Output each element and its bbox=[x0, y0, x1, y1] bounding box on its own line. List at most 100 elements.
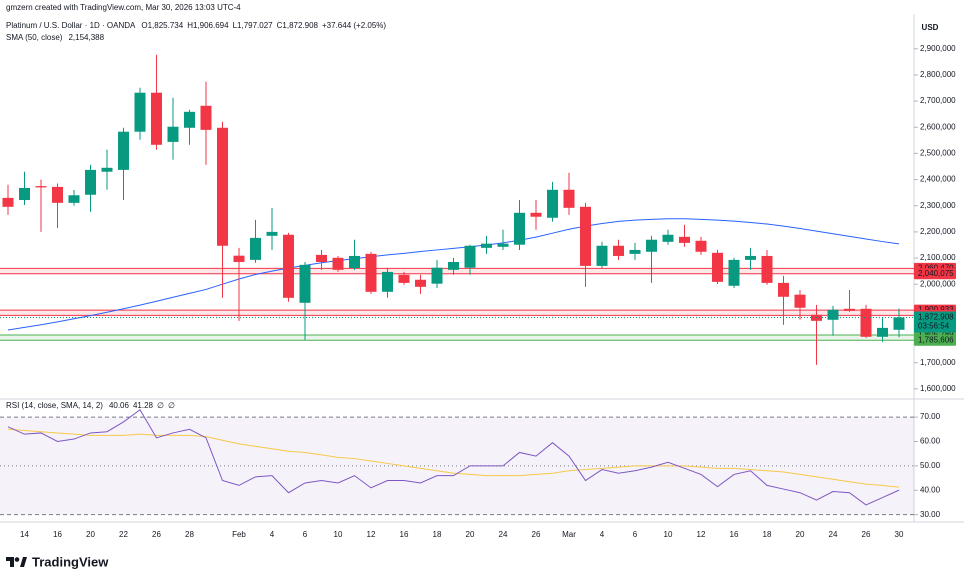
y-tick-label: 30.00 bbox=[920, 510, 941, 519]
candle-body bbox=[580, 206, 591, 266]
x-tick-label: Feb bbox=[232, 530, 246, 539]
candle-body bbox=[844, 308, 855, 311]
level-label: 2,060,470 bbox=[918, 263, 954, 272]
y-tick-label: 50.00 bbox=[920, 461, 941, 470]
last-price-box bbox=[914, 311, 956, 333]
candle-body bbox=[2, 197, 14, 207]
x-tick-label: 20 bbox=[86, 530, 95, 539]
candle-body bbox=[679, 236, 690, 243]
sma-line bbox=[7, 218, 900, 331]
x-tick-label: 28 bbox=[185, 530, 194, 539]
x-tick-label: 20 bbox=[796, 530, 805, 539]
x-tick-label: 12 bbox=[367, 530, 376, 539]
candle-body bbox=[596, 245, 608, 266]
candle-body bbox=[761, 255, 773, 283]
brand-logo: TradingView bbox=[6, 554, 109, 569]
candle-body bbox=[431, 267, 443, 284]
y-tick-label: 2,700,000 bbox=[920, 96, 956, 105]
x-tick-label: 16 bbox=[53, 530, 62, 539]
x-tick-label: 6 bbox=[303, 530, 308, 539]
level-label: 1,805,789 bbox=[918, 330, 954, 339]
y-tick-label: 2,800,000 bbox=[920, 70, 956, 79]
candle-body bbox=[547, 189, 558, 218]
x-tick-label: 30 bbox=[895, 530, 904, 539]
ohlc-value: 1,872.908 bbox=[282, 21, 318, 30]
candle-body bbox=[365, 253, 377, 292]
x-tick-label: 18 bbox=[763, 530, 772, 539]
candle-body bbox=[250, 237, 261, 260]
x-tick-label: 22 bbox=[119, 530, 128, 539]
candle-body bbox=[332, 257, 344, 270]
y-tick-label: 2,400,000 bbox=[920, 175, 956, 184]
candle-body bbox=[35, 186, 47, 188]
candle-body bbox=[398, 274, 410, 283]
y-tick-label: 1,600,000 bbox=[920, 384, 956, 393]
level-label: 2,040,075 bbox=[918, 269, 954, 278]
x-tick-label: Mar bbox=[562, 530, 576, 539]
x-tick-label: 26 bbox=[862, 530, 871, 539]
x-tick-label: 26 bbox=[152, 530, 161, 539]
last-price-label: 1,872,908 bbox=[918, 313, 954, 322]
countdown-label: 03:56:54 bbox=[918, 322, 950, 331]
candle-body bbox=[514, 212, 525, 245]
x-tick-label: 16 bbox=[730, 530, 739, 539]
candle-body bbox=[860, 308, 872, 337]
candle-body bbox=[85, 169, 96, 195]
candle-body bbox=[778, 282, 789, 297]
y-tick-label: 2,100,000 bbox=[920, 253, 956, 262]
candle-body bbox=[52, 186, 63, 203]
level-label-box bbox=[914, 334, 956, 346]
candle-body bbox=[118, 131, 129, 170]
candle-body bbox=[101, 167, 113, 172]
ohlc-value: 1,906.694 bbox=[193, 21, 229, 30]
symbol-title: Platinum / U.S. Dollar · 1D · OANDA bbox=[6, 21, 136, 30]
candle-body bbox=[629, 249, 641, 254]
candle-body bbox=[151, 92, 162, 145]
x-tick-label: 10 bbox=[334, 530, 343, 539]
x-tick-label: 20 bbox=[466, 530, 475, 539]
candle-body bbox=[200, 105, 212, 130]
candle-body bbox=[349, 255, 360, 268]
candle-body bbox=[19, 187, 30, 200]
x-tick-label: 10 bbox=[664, 530, 673, 539]
candle-body bbox=[712, 252, 723, 282]
candle-body bbox=[68, 195, 80, 203]
candle-body bbox=[893, 317, 905, 330]
level-label: 1,900,933 bbox=[918, 305, 954, 314]
candle-body bbox=[283, 234, 294, 298]
candle-body bbox=[745, 255, 756, 260]
x-tick-label: 16 bbox=[400, 530, 409, 539]
ohlc-key: H bbox=[187, 21, 193, 30]
candle-body bbox=[695, 240, 707, 252]
x-tick-label: 4 bbox=[600, 530, 605, 539]
candle-body bbox=[877, 327, 888, 337]
x-tick-label: 12 bbox=[697, 530, 706, 539]
indicator-value: 2,154,388 bbox=[68, 33, 104, 42]
level-zone bbox=[0, 268, 914, 274]
indicator-name: RSI (14, close, SMA, 14, 2) bbox=[6, 401, 103, 410]
candle-body bbox=[299, 264, 311, 303]
x-tick-label: 18 bbox=[433, 530, 442, 539]
candle-body bbox=[530, 212, 542, 217]
candle-body bbox=[497, 243, 509, 247]
candle-body bbox=[662, 234, 674, 242]
candle-body bbox=[266, 231, 278, 236]
candle-body bbox=[448, 261, 459, 270]
candle-body bbox=[794, 294, 806, 308]
candle-body bbox=[464, 245, 476, 268]
y-tick-label: 2,900,000 bbox=[920, 44, 956, 53]
y-tick-label: 70.00 bbox=[920, 412, 941, 421]
level-label: 1,785,606 bbox=[918, 335, 954, 344]
candle-body bbox=[563, 189, 575, 208]
candle-body bbox=[382, 271, 393, 292]
ohlc-value: 1,825.734 bbox=[148, 21, 184, 30]
indicator-value: 41.28 bbox=[133, 401, 154, 410]
candle-body bbox=[233, 255, 245, 262]
x-tick-label: 24 bbox=[499, 530, 508, 539]
axis-unit: USD bbox=[922, 23, 939, 32]
candle-body bbox=[827, 309, 839, 320]
ohlc-key: L bbox=[233, 21, 238, 30]
ohlc-key: C bbox=[277, 21, 283, 30]
indicator-extra: ∅ bbox=[168, 401, 175, 410]
